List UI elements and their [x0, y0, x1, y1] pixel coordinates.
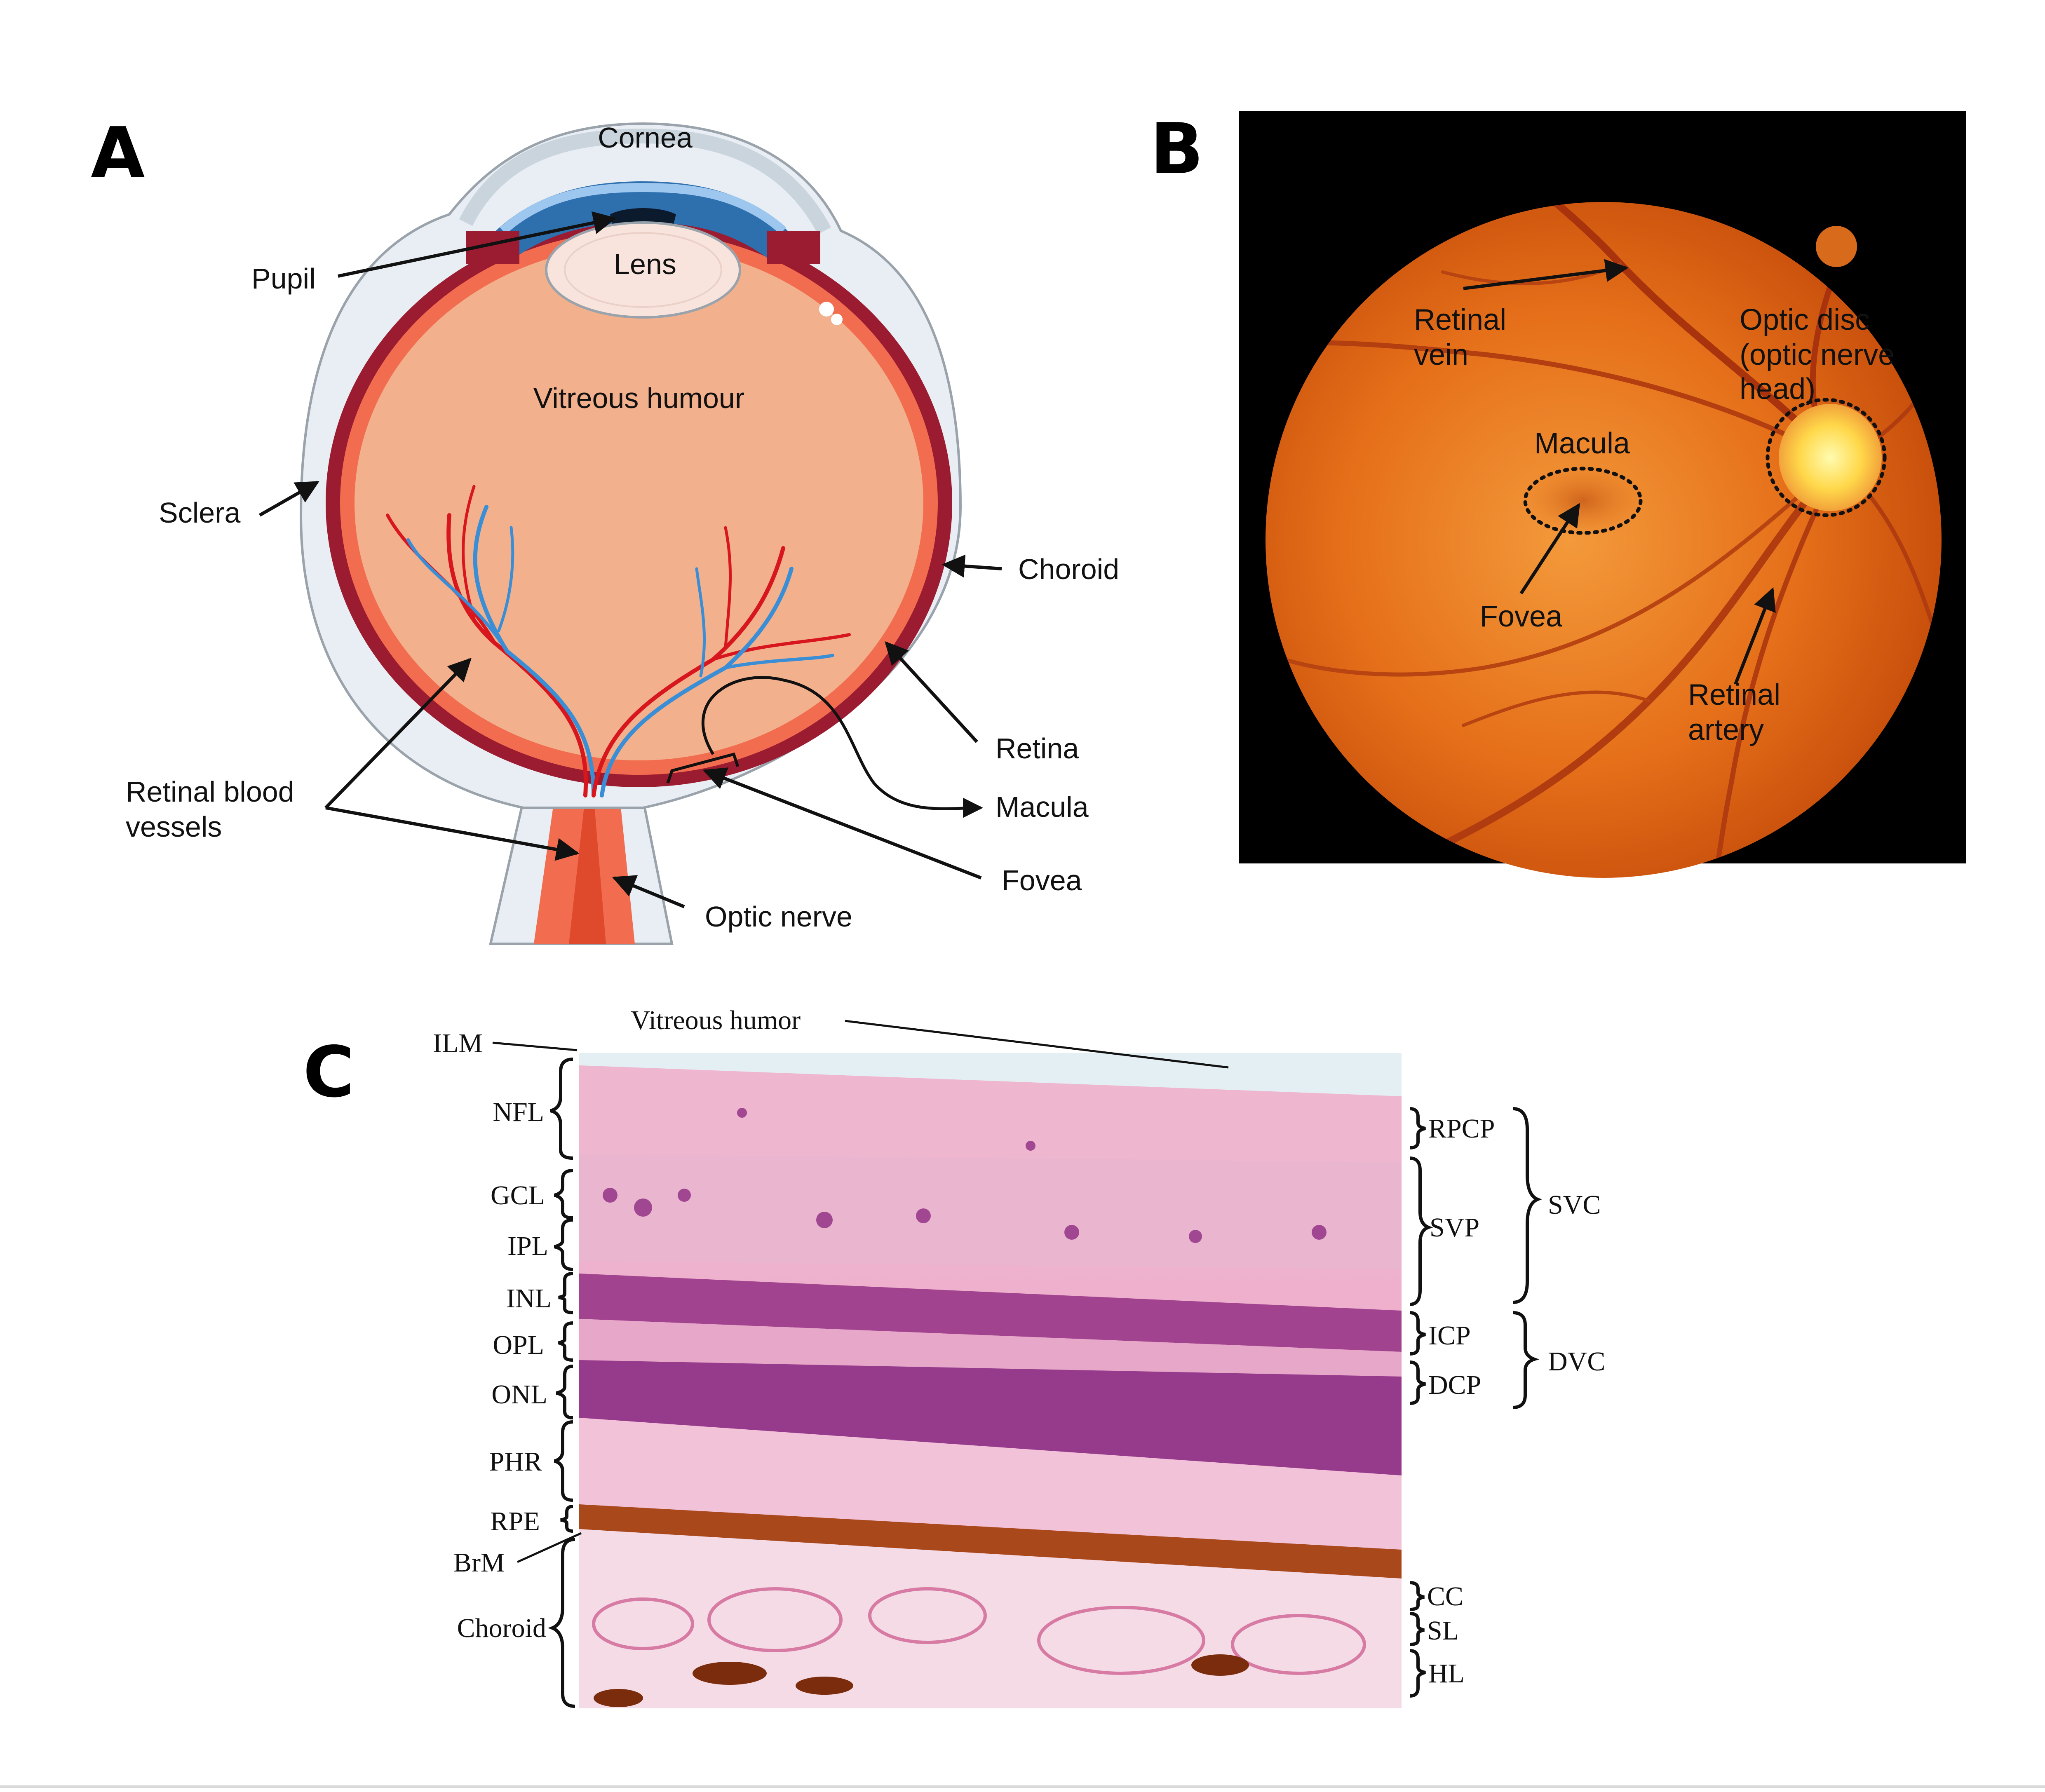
optic-disc-dotted-outline [1766, 398, 1887, 517]
label-choroid: Choroid [1018, 553, 1119, 585]
panel-a-arrows [259, 211, 1002, 908]
layer-label-ipl: IPL [507, 1231, 548, 1261]
plexus-label-cc: CC [1427, 1581, 1463, 1611]
label-ilm: ILM [433, 1028, 483, 1058]
left-braces [548, 1058, 575, 1708]
fovea-bracket [666, 752, 740, 784]
label-vessels-line2: vessels [126, 811, 222, 843]
label-retina: Retina [995, 732, 1079, 765]
macula-dotted-outline [1523, 467, 1643, 535]
plexus-label-sl: SL [1427, 1616, 1459, 1646]
label-optic-disc-line1: Optic disc [1740, 303, 1870, 336]
label-sclera: Sclera [159, 497, 240, 529]
panel-b-arrows [1463, 259, 1776, 685]
macula-curve [702, 676, 983, 818]
label-optic-nerve: Optic nerve [705, 901, 852, 933]
anterior-chamber [500, 183, 787, 235]
choroid-vessels [592, 1587, 1366, 1675]
plexus-label-dcp: DCP [1428, 1370, 1481, 1400]
label-retinal-artery-line2: artery [1688, 713, 1764, 746]
plexus-label-rpcp: RPCP [1428, 1114, 1495, 1144]
optic-disc [1779, 404, 1882, 511]
histology-section [579, 1053, 1402, 1708]
label-macula-b: Macula [1534, 427, 1630, 460]
label-vitreous-humour: Vitreous humour [533, 382, 744, 414]
highlight-1 [819, 302, 834, 317]
label-fovea-b: Fovea [1480, 600, 1563, 633]
label-optic-disc-line3: head) [1740, 373, 1815, 406]
retinal-vessels [386, 485, 851, 797]
plexus-label-svp: SVP [1430, 1213, 1479, 1243]
panel-a-letter: A [91, 113, 145, 194]
label-retinal-vein-line2: vein [1414, 338, 1468, 371]
group-label-dvc: DVC [1548, 1346, 1605, 1377]
lens-ring [564, 232, 722, 308]
label-brm: BrM [453, 1548, 505, 1578]
panel-c-leaders [492, 1020, 1229, 1563]
label-lens: Lens [614, 248, 676, 280]
layer-label-phr: PHR [489, 1447, 542, 1477]
optic-nerve-core [569, 795, 606, 944]
right-braces [1409, 1107, 1542, 1698]
layer-label-nfl: NFL [493, 1097, 544, 1127]
macula-shadow [1521, 464, 1645, 538]
fundus-bump [1816, 226, 1857, 267]
panel-b-letter: B [1150, 108, 1204, 190]
panel-b: B Retinal vein Optic disc (optic n [1150, 108, 1966, 878]
cornea [459, 128, 831, 235]
fundus-field [1266, 202, 1942, 878]
layer-label-gcl: GCL [491, 1180, 545, 1210]
panel-c: C [303, 1005, 1605, 1708]
nuclei-dots [603, 1108, 1327, 1243]
lens [545, 221, 741, 319]
label-pupil: Pupil [251, 263, 316, 295]
ciliary-right [767, 231, 820, 264]
highlight-2 [831, 314, 843, 325]
layer-label-onl: ONL [491, 1379, 547, 1410]
plexus-label-hl: HL [1428, 1658, 1465, 1689]
label-vessels-line1: Retinal blood [126, 776, 294, 808]
layer-label-inl: INL [506, 1283, 552, 1314]
label-retinal-artery-line1: Retinal [1688, 678, 1780, 711]
plexus-label-icp: ICP [1428, 1321, 1471, 1351]
choroid-pigment [594, 1654, 1249, 1707]
layer-label-choroid: Choroid [457, 1613, 546, 1643]
label-cornea: Cornea [598, 122, 693, 154]
panel-c-letter: C [303, 1032, 355, 1113]
group-label-svc: SVC [1548, 1190, 1601, 1220]
panel-a: A [91, 113, 1119, 945]
label-macula: Macula [995, 791, 1089, 823]
layer-label-opl: OPL [493, 1330, 544, 1360]
label-optic-disc-line2: (optic nerve [1740, 338, 1895, 371]
label-vitreous-humor: Vitreous humor [631, 1005, 801, 1035]
label-retinal-vein-line1: Retinal [1414, 303, 1506, 336]
label-fovea: Fovea [1002, 864, 1082, 896]
layer-label-rpe: RPE [490, 1506, 540, 1536]
